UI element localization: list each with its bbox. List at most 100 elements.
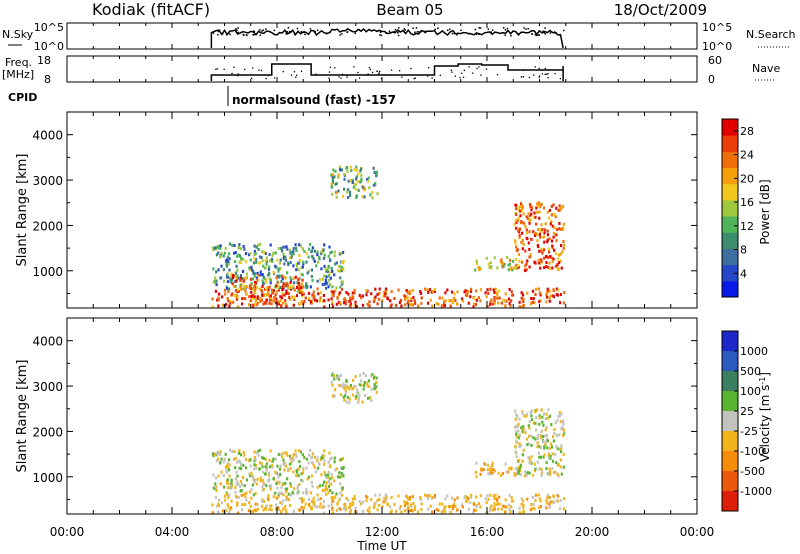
data-cell [527,442,531,446]
data-cell [252,293,255,297]
data-cell [253,257,256,261]
data-cell [496,292,499,296]
data-cell [258,467,261,471]
data-cell [307,497,311,501]
data-cell [351,497,354,501]
data-cell [337,300,340,304]
data-cell [326,473,330,477]
data-cell [508,258,512,262]
data-cell [550,423,553,427]
data-cell [310,268,314,272]
data-cell [520,260,524,264]
data-cell [345,190,349,194]
data-cell [367,385,370,389]
data-cell [556,472,559,476]
data-cell [300,478,303,482]
data-cell [371,190,374,194]
data-cell [320,267,323,271]
nsearch-dot [354,32,356,35]
data-cell [331,511,334,514]
data-cell [351,503,354,507]
data-cell [555,445,558,449]
data-cell [262,293,266,297]
data-cell [275,276,278,280]
nave-dot [544,67,546,70]
data-cell [272,289,275,293]
data-cell [521,411,524,415]
data-cell [211,305,214,308]
data-cell [234,280,237,284]
data-cell [341,385,344,389]
data-cell [228,448,232,452]
data-cell [493,295,496,299]
data-cell [323,505,326,509]
data-cell [330,373,334,377]
data-cell [515,430,518,434]
data-cell [501,471,505,475]
data-cell [408,303,412,307]
nave-dot [468,66,470,68]
data-cell [389,510,393,514]
data-cell [532,421,535,425]
data-cell [511,268,514,272]
data-cell [561,425,564,429]
data-cell [514,258,517,262]
data-cell [331,173,334,177]
data-cell [269,294,272,298]
data-cell [340,265,343,269]
data-cell [351,378,355,382]
nave-dot [378,72,380,74]
velocity-colorbar-tick-label: -500 [740,465,765,478]
data-cell [438,296,441,300]
data-cell [244,458,248,462]
data-cell [255,260,258,264]
nsearch-dot [415,27,418,29]
nave-dot [290,74,293,76]
data-cell [212,454,215,458]
data-cell [311,460,314,464]
data-cell [260,256,263,260]
data-cell [313,455,316,459]
data-cell [453,292,456,296]
data-cell [311,278,314,282]
data-cell [253,480,256,484]
data-cell [281,301,285,305]
data-cell [361,195,364,199]
data-cell [541,435,544,439]
data-cell [324,473,327,477]
data-cell [230,481,233,485]
data-cell [538,497,542,501]
data-cell [289,493,293,497]
nave-dot [390,69,393,71]
data-cell [373,298,376,302]
velocity-colorbar-band [722,371,738,392]
data-cell [313,259,316,263]
data-cell [333,175,336,179]
data-cell [262,456,266,460]
data-cell [275,284,278,288]
data-cell [215,485,218,489]
data-cell [433,287,436,291]
data-cell [557,209,560,213]
data-cell [359,296,363,300]
data-cell [309,285,312,289]
freq-label-line2: [MHz] [2,68,34,81]
data-cell [406,291,410,295]
data-cell [521,247,524,251]
data-cell [227,252,231,256]
data-cell [542,412,546,416]
data-cell [359,169,362,173]
data-cell [228,493,231,497]
data-cell [414,507,417,511]
nsearch-dot [535,34,538,36]
data-cell [528,218,531,222]
data-cell [472,508,476,512]
data-cell [535,202,539,206]
data-cell [230,280,233,284]
data-cell [310,474,314,478]
data-cell [282,245,285,249]
data-cell [558,221,561,225]
data-cell [520,231,524,235]
data-cell [253,249,256,253]
